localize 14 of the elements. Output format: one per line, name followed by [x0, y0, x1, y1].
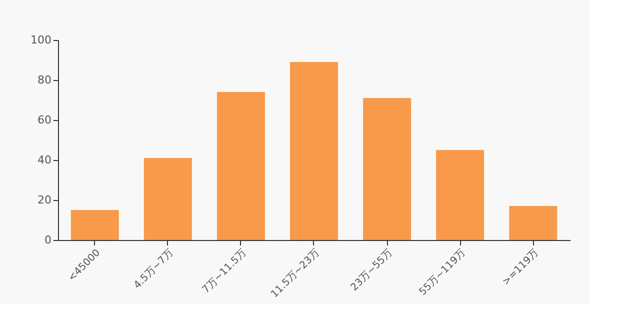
y-tick-label: 40	[38, 154, 52, 166]
bar	[436, 150, 484, 240]
bar	[216, 92, 265, 240]
x-tick-label: 4.5万~7万	[132, 248, 176, 292]
bar	[70, 210, 119, 240]
bar	[509, 206, 558, 240]
bar	[290, 62, 338, 240]
y-tick-label: 80	[38, 74, 52, 86]
y-tick-label: 20	[38, 194, 52, 206]
y-tick-label: 0	[44, 234, 52, 246]
bar	[363, 98, 412, 240]
y-tick-label: 100	[30, 34, 52, 46]
bar	[144, 158, 192, 240]
y-tick-label: 60	[38, 114, 52, 126]
